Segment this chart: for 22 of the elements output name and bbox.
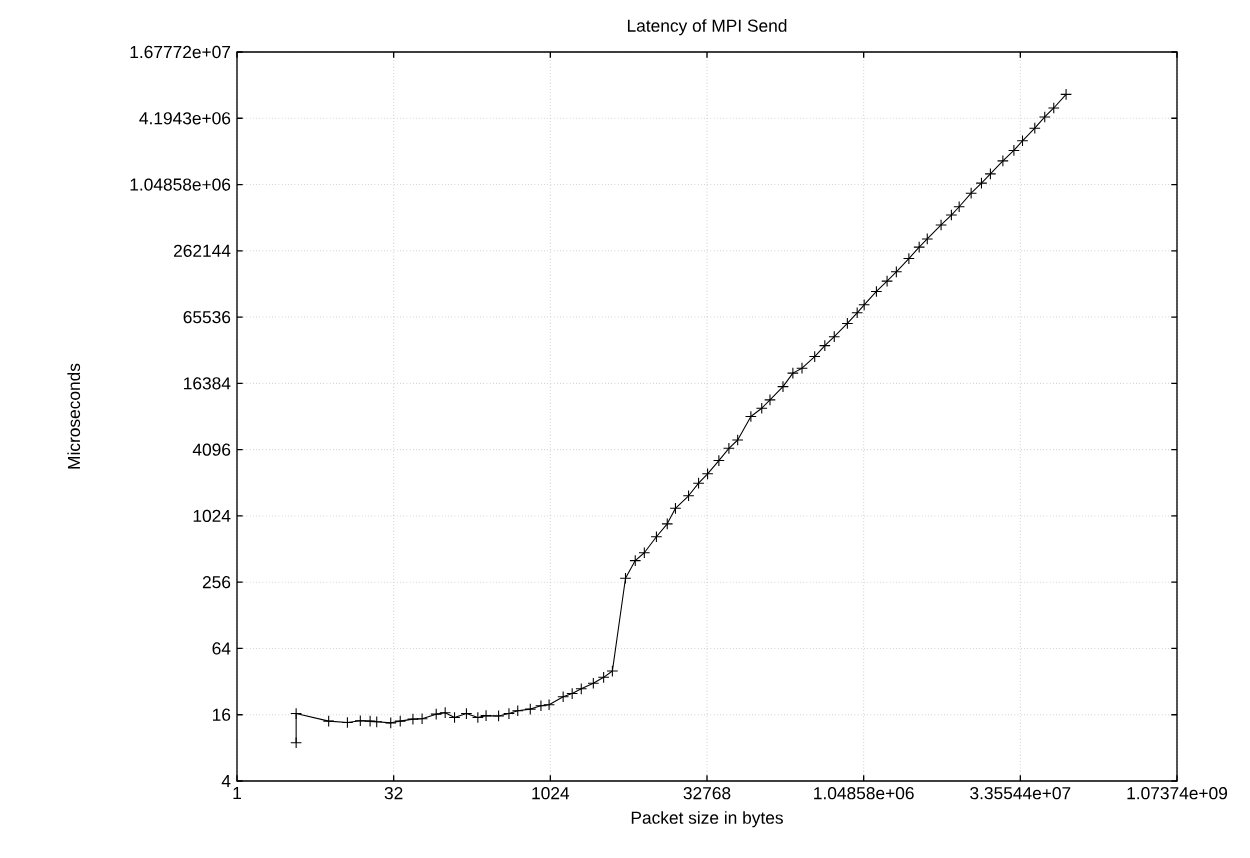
y-tick-label: 4096: [192, 443, 231, 456]
y-tick-label: 4.1943e+06: [139, 112, 231, 125]
y-tick-label: 65536: [183, 310, 231, 324]
y-tick-label: 256: [202, 576, 231, 589]
x-tick-label: 1024: [532, 787, 570, 800]
chart-title: Latency of MPI Send: [627, 19, 787, 36]
y-tick-label: 1.67772e+07: [130, 45, 231, 59]
y-tick-label: 16384: [184, 377, 231, 390]
x-tick-label: 1: [233, 787, 241, 799]
y-tick-label: 262144: [174, 244, 231, 257]
x-tick-label: 1.07374e+09: [1127, 787, 1228, 800]
x-tick-label: 32: [384, 787, 403, 800]
x-tick-label: 3.35544e+07: [970, 787, 1071, 800]
x-tick-label: 1.04858e+06: [814, 787, 914, 800]
y-tick-label: 4: [221, 775, 231, 787]
y-tick-label: 16: [212, 708, 231, 721]
y-tick-label: 1024: [193, 509, 231, 523]
x-tick-label: 32768: [683, 787, 731, 800]
y-tick-label: 64: [212, 642, 231, 655]
y-tick-label: 1.04858e+06: [130, 178, 231, 191]
x-axis-title: Packet size in bytes: [631, 811, 783, 828]
y-axis-title: Microseconds: [67, 363, 81, 469]
